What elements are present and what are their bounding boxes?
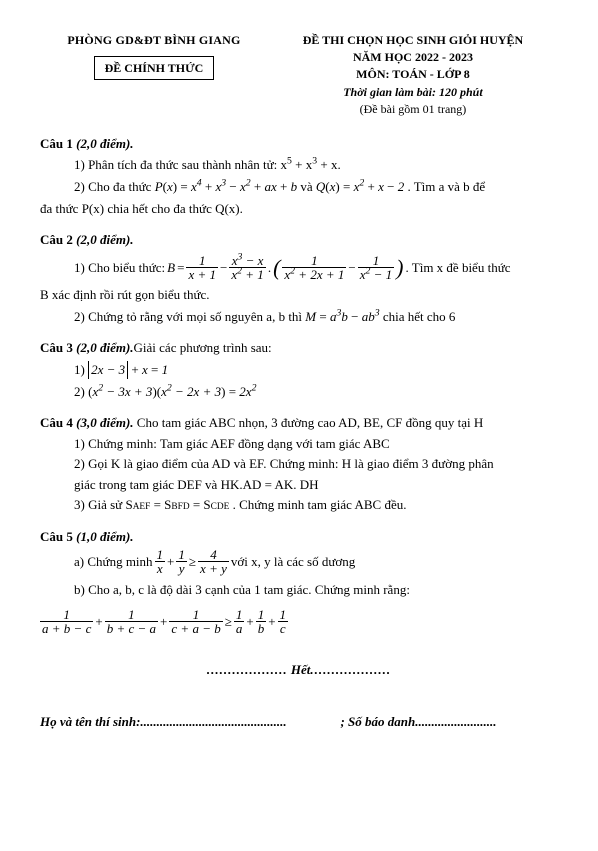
header: PHÒNG GD&ĐT BÌNH GIANG ĐỀ CHÍNH THỨC ĐỀ …: [40, 32, 558, 117]
q3-title: Câu 3 (2,0 điểm).Giải các phương trình s…: [40, 339, 558, 357]
q2-item1-line2: B xác định rồi rút gọn biểu thức.: [40, 286, 558, 304]
het-text: Hết: [291, 662, 311, 677]
q1-item2: 2) Cho đa thức P(x) = x4 + x3 − x2 + ax …: [74, 178, 558, 196]
q4-title: Câu 4 (3,0 điểm). Cho tam giác ABC nhọn,…: [40, 414, 558, 432]
q2-i2-text: 2) Chứng tỏ rằng với mọi số nguyên a, b …: [74, 309, 305, 324]
q4-i3-a: 3) Giả sử S: [74, 497, 133, 512]
q4-label: Câu 4: [40, 415, 73, 430]
q4-i3-c: = S: [190, 497, 211, 512]
q4-item2: 2) Gọi K là giao điểm của AD và EF. Chứn…: [74, 455, 558, 473]
q5-a-post: với x, y là các số dương: [231, 553, 355, 571]
q2-i1-tail: . Tìm x đề biểu thức: [406, 259, 511, 277]
q5-a-pre: a) Chứng minh: [74, 553, 153, 571]
header-right: ĐỀ THI CHỌN HỌC SINH GIỎI HUYỆN NĂM HỌC …: [268, 32, 558, 117]
exam-subject: MÔN: TOÁN - LỚP 8: [268, 66, 558, 82]
id-label: ; Số báo danh: [340, 714, 415, 729]
q2-i2-tail: chia hết cho 6: [383, 309, 456, 324]
exam-year: NĂM HỌC 2022 - 2023: [268, 49, 558, 65]
q1-item2-line2: đa thức P(x) chia hết cho đa thức Q(x).: [40, 200, 558, 218]
q4-sub-bfd: BFD: [171, 502, 189, 512]
q2-item2: 2) Chứng tỏ rằng với mọi số nguyên a, b …: [74, 308, 558, 326]
q4-item1: 1) Chứng minh: Tam giác AEF đồng dạng vớ…: [74, 435, 558, 453]
official-box: ĐỀ CHÍNH THỨC: [94, 56, 215, 80]
q2-points: (2,0 điểm).: [76, 232, 133, 247]
q1-title: Câu 1 (2,0 điểm).: [40, 135, 558, 153]
q3-eq2: 2) (x2 − 3x + 3)(x2 − 2x + 3) = 2x2: [74, 383, 558, 401]
q2-i1-a: 1) Cho biểu thức:: [74, 259, 165, 277]
q3-intro: Giải các phương trình sau:: [134, 340, 272, 355]
end-marker: ................... Hết.................…: [40, 661, 558, 679]
q1-points: (2,0 điểm).: [76, 136, 133, 151]
q4-item3: 3) Giả sử SAEF = SBFD = SCDE . Chứng min…: [74, 496, 558, 514]
q5-item-a: a) Chứng minh 1x + 1y ≥ 4x + y với x, y …: [74, 548, 355, 575]
q1-item1: 1) Phân tích đa thức sau thành nhân tử: …: [74, 156, 558, 174]
q4-sub-cde: CDE: [211, 502, 230, 512]
q1-i2-a: 2) Cho đa thức: [74, 179, 155, 194]
q2-title: Câu 2 (2,0 điểm).: [40, 231, 558, 249]
q3-p2-label: 2): [74, 384, 85, 399]
exam-title: ĐỀ THI CHỌN HỌC SINH GIỎI HUYỆN: [268, 32, 558, 48]
q5-inequality: 1a + b − c + 1b + c − a + 1c + a − b ≥ 1…: [40, 608, 288, 635]
q2-item1: 1) Cho biểu thức: B = 1x + 1 − x3 − xx2 …: [74, 253, 511, 283]
q2-label: Câu 2: [40, 232, 73, 247]
q5-title: Câu 5 (1,0 điểm).: [40, 528, 558, 546]
q3-eq1: 1) 2x − 3 + x = 1: [74, 361, 558, 379]
q5-points: (1,0 điểm).: [76, 529, 133, 544]
q1-i2-c: . Tìm a và b để: [407, 179, 485, 194]
q5-label: Câu 5: [40, 529, 73, 544]
department: PHÒNG GD&ĐT BÌNH GIANG: [40, 32, 268, 48]
q3-label: Câu 3: [40, 340, 73, 355]
q1-i1-text: 1) Phân tích đa thức sau thành nhân tử: …: [74, 157, 287, 172]
q4-sub-aef: AEF: [133, 502, 151, 512]
q1-i1-tail: + x.: [317, 157, 341, 172]
q4-points: (3,0 điểm).: [76, 415, 133, 430]
q3-points: (2,0 điểm).: [76, 340, 133, 355]
q1-i2-b: và: [300, 179, 316, 194]
exam-duration: Thời gian làm bài: 120 phút: [268, 84, 558, 100]
q4-item2b: giác trong tam giác DEF và HK.AD = AK. D…: [74, 476, 558, 494]
signature-line: Họ và tên thí sinh:.....................…: [40, 713, 558, 731]
q5-item-b: b) Cho a, b, c là độ dài 3 cạnh của 1 ta…: [74, 581, 558, 599]
exam-pages: (Đề bài gồm 01 trang): [268, 101, 558, 117]
q4-i3-d: . Chứng minh tam giác ABC đều.: [229, 497, 406, 512]
header-left: PHÒNG GD&ĐT BÌNH GIANG ĐỀ CHÍNH THỨC: [40, 32, 268, 80]
name-label: Họ và tên thí sinh:: [40, 714, 140, 729]
q3-p1-label: 1): [74, 362, 88, 377]
q4-intro: Cho tam giác ABC nhọn, 3 đường cao AD, B…: [134, 415, 484, 430]
q4-i3-b: = S: [150, 497, 171, 512]
q1-label: Câu 1: [40, 136, 73, 151]
